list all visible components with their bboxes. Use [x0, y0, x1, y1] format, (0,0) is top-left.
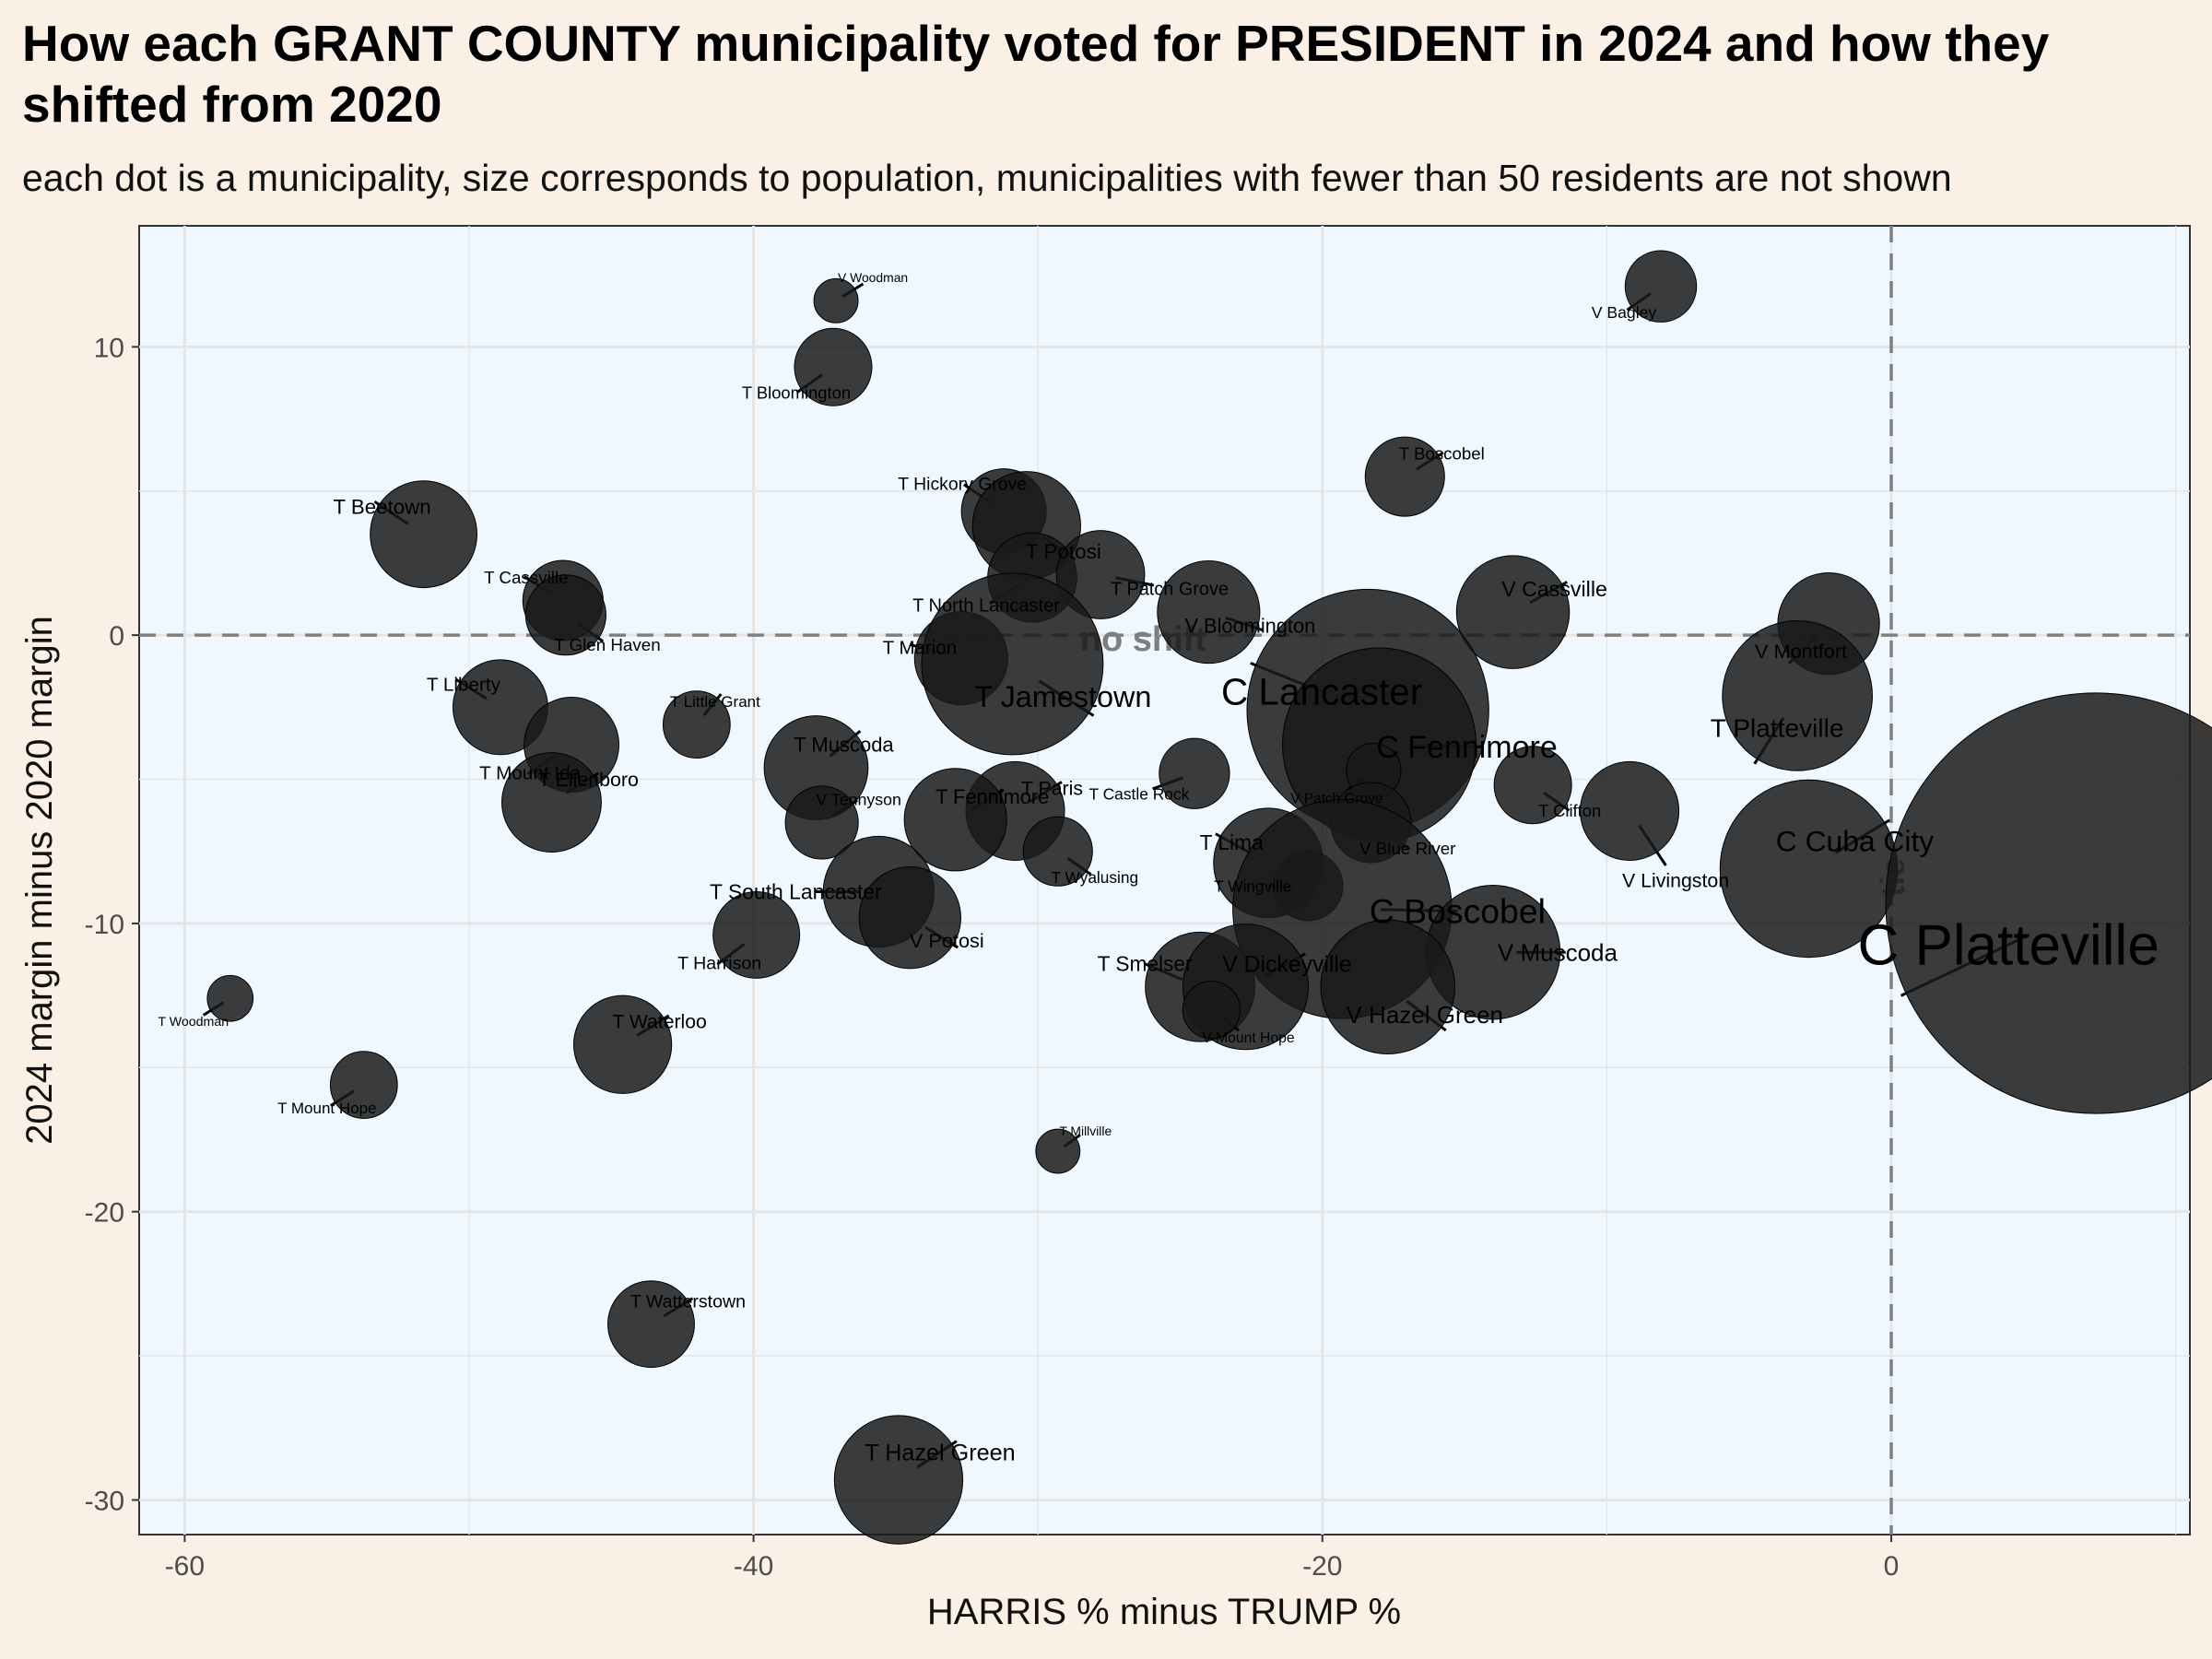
point-label: T Wingville [1214, 877, 1291, 895]
municipality-point [524, 574, 606, 656]
point-label: T Bloomington [742, 383, 851, 403]
point-label: V Bagley [1592, 303, 1657, 322]
point-label: T Lima [1200, 830, 1264, 854]
point-label: T Harrison [677, 953, 761, 973]
point-label: T Muscoda [794, 734, 894, 757]
x-axis-label: HARRIS % minus TRUMP % [927, 1592, 1401, 1632]
point-label: T Patch Grove [1111, 579, 1229, 599]
municipality-point [1364, 436, 1445, 517]
point-label: T Woodman [158, 1015, 229, 1030]
point-label: T Marion [883, 637, 958, 658]
point-labels: V Woodman V Bagley T Bloomington T Boscobel… [158, 270, 2159, 1465]
point-label: C Boscobel [1370, 891, 1546, 930]
point-label: T Fennimore [935, 785, 1049, 808]
point-label: V Mount Hope [1202, 1030, 1295, 1046]
point-label: T Wyalusing [1051, 868, 1138, 887]
point-label: T Waterloo [612, 1012, 706, 1033]
axes: -60 -40 -20 0 -30 -20 -10 0 10 [85, 333, 1900, 1582]
x-tick-label: -20 [1302, 1551, 1342, 1582]
point-label: C Cuba City [1776, 825, 1935, 858]
point-label: V Bloomington [1184, 615, 1315, 638]
point-label: T Ellenboro [538, 769, 639, 791]
point-label: C Fennimore [1376, 730, 1558, 765]
point-label: T Liberty [427, 675, 501, 696]
chart-title: How each GRANT COUNTY municipality voted… [22, 15, 2050, 133]
municipality-point [1022, 816, 1093, 887]
municipality-point [1157, 560, 1261, 665]
point-label: C Lancaster [1221, 671, 1422, 713]
point-label: T Beetown [334, 495, 431, 518]
point-label: V Cassville [1501, 577, 1607, 601]
data-points [202, 250, 2212, 1545]
municipality-point [1493, 746, 1572, 825]
point-label: V Woodman [838, 270, 908, 285]
point-label: T Little Grant [670, 693, 760, 711]
point-label: T Mount Ida [479, 762, 582, 783]
point-label: T Clifton [1538, 801, 1601, 820]
municipality-point [329, 1051, 398, 1119]
municipality-point [1455, 555, 1571, 669]
municipality-point [1624, 250, 1698, 323]
point-label: T Cassville [484, 568, 569, 587]
point-label: T Smelser [1098, 952, 1193, 976]
point-label: T Millville [1059, 1124, 1112, 1138]
municipality-point [903, 768, 1007, 872]
point-label: T Glen Haven [554, 635, 661, 654]
point-label: T Potosi [1026, 540, 1101, 563]
point-label: T Platteville [1711, 714, 1844, 743]
point-label: T Paris [1021, 777, 1083, 799]
municipality-point [501, 752, 602, 853]
point-label: V Muscoda [1498, 938, 1618, 966]
municipality-point [370, 480, 477, 589]
point-label: T Castle Rock [1088, 784, 1189, 803]
point-label: T Hazel Green [865, 1440, 1015, 1465]
y-tick-label: -10 [85, 910, 124, 940]
point-label: T Boscobel [1399, 444, 1485, 464]
chart-subtitle: each dot is a municipality, size corresp… [22, 157, 1952, 199]
municipality-point [1885, 692, 2212, 1114]
municipality-point [794, 327, 873, 406]
point-label: T Jamestown [974, 680, 1151, 713]
municipality-point [662, 690, 731, 759]
point-label: T Mount Hope [277, 1100, 376, 1117]
municipality-point [1580, 760, 1680, 861]
point-label: T South Lancaster [710, 880, 882, 904]
point-label: C Platteville [1857, 914, 2159, 978]
point-label: V Livingston [1622, 869, 1729, 891]
municipality-point [813, 277, 859, 324]
municipality-point [1182, 981, 1241, 1040]
y-axis-label: 2024 margin minus 2020 margin [19, 616, 60, 1145]
y-tick-label: -30 [85, 1486, 124, 1516]
y-tick-label: 0 [109, 621, 124, 652]
point-label: V Montfort [1755, 640, 1847, 663]
municipality-point [1035, 1128, 1081, 1174]
point-label: V Potosi [910, 929, 984, 952]
municipality-point [206, 974, 254, 1022]
municipality-point [921, 572, 1104, 756]
municipality-point [1320, 919, 1455, 1054]
point-label: V Tennyson [816, 791, 901, 809]
point-label: T North Lancaster [912, 596, 1060, 617]
municipality-point [784, 785, 859, 860]
point-label: V Patch Grove [1290, 792, 1382, 807]
municipality-point [607, 1280, 695, 1369]
x-tick-label: -40 [734, 1551, 773, 1582]
point-label: T Watterstown [630, 1292, 746, 1312]
x-tick-label: -60 [165, 1551, 205, 1582]
municipality-point [572, 994, 673, 1094]
municipality-point [1055, 530, 1146, 619]
point-label: V Dickeyville [1222, 952, 1352, 977]
x-tick-label: 0 [1884, 1551, 1900, 1582]
municipality-point [712, 890, 801, 979]
point-label: V Hazel Green [1346, 1001, 1503, 1029]
point-label: T Hickory Grove [898, 474, 1027, 494]
point-label: V Blue River [1359, 839, 1455, 858]
municipality-point [1722, 619, 1873, 771]
municipality-point [833, 1415, 964, 1545]
y-tick-label: 10 [94, 333, 124, 363]
municipality-point [858, 865, 961, 970]
y-tick-label: -20 [85, 1198, 124, 1229]
municipality-point [1159, 737, 1230, 809]
